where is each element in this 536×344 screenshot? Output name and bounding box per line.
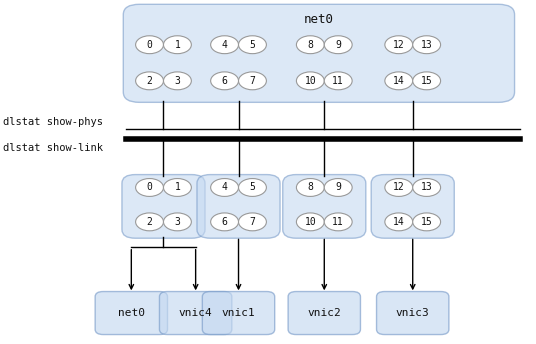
Text: net0: net0 xyxy=(304,13,334,26)
Circle shape xyxy=(385,213,413,231)
Text: 9: 9 xyxy=(336,40,341,50)
Circle shape xyxy=(324,179,352,196)
Text: 1: 1 xyxy=(175,182,180,193)
Text: 5: 5 xyxy=(250,40,255,50)
Circle shape xyxy=(211,179,239,196)
Text: vnic1: vnic1 xyxy=(222,308,255,318)
Circle shape xyxy=(239,36,266,54)
Text: 13: 13 xyxy=(421,40,433,50)
Text: 7: 7 xyxy=(250,217,255,227)
Circle shape xyxy=(296,72,324,90)
Text: vnic3: vnic3 xyxy=(396,308,429,318)
Circle shape xyxy=(163,213,191,231)
FancyBboxPatch shape xyxy=(123,4,515,103)
Circle shape xyxy=(163,36,191,54)
Circle shape xyxy=(296,36,324,54)
Text: 4: 4 xyxy=(222,40,227,50)
Circle shape xyxy=(385,179,413,196)
Text: 0: 0 xyxy=(147,182,152,193)
Text: 3: 3 xyxy=(175,217,180,227)
Text: 14: 14 xyxy=(393,217,405,227)
Text: 2: 2 xyxy=(147,217,152,227)
Text: 2: 2 xyxy=(147,76,152,86)
Circle shape xyxy=(324,213,352,231)
FancyBboxPatch shape xyxy=(376,292,449,334)
Text: 0: 0 xyxy=(147,40,152,50)
Circle shape xyxy=(136,213,163,231)
Circle shape xyxy=(239,179,266,196)
Text: 8: 8 xyxy=(308,40,313,50)
Text: 1: 1 xyxy=(175,40,180,50)
Circle shape xyxy=(324,72,352,90)
Circle shape xyxy=(413,36,441,54)
Circle shape xyxy=(136,36,163,54)
Text: net0: net0 xyxy=(118,308,145,318)
Text: 15: 15 xyxy=(421,76,433,86)
Text: 8: 8 xyxy=(308,182,313,193)
Circle shape xyxy=(413,213,441,231)
Text: 12: 12 xyxy=(393,40,405,50)
Circle shape xyxy=(239,72,266,90)
Text: dlstat show-phys: dlstat show-phys xyxy=(3,117,103,127)
Text: 5: 5 xyxy=(250,182,255,193)
Text: 14: 14 xyxy=(393,76,405,86)
FancyBboxPatch shape xyxy=(203,292,274,334)
Circle shape xyxy=(385,36,413,54)
FancyBboxPatch shape xyxy=(122,175,205,238)
Text: vnic2: vnic2 xyxy=(308,308,341,318)
Circle shape xyxy=(324,36,352,54)
Circle shape xyxy=(413,72,441,90)
Circle shape xyxy=(296,179,324,196)
Text: 9: 9 xyxy=(336,182,341,193)
Circle shape xyxy=(211,213,239,231)
Circle shape xyxy=(163,179,191,196)
Circle shape xyxy=(163,72,191,90)
FancyBboxPatch shape xyxy=(371,175,454,238)
Text: 11: 11 xyxy=(332,76,344,86)
Circle shape xyxy=(413,179,441,196)
Circle shape xyxy=(296,213,324,231)
FancyBboxPatch shape xyxy=(95,292,167,334)
Text: 10: 10 xyxy=(304,217,316,227)
FancyBboxPatch shape xyxy=(197,175,280,238)
Circle shape xyxy=(136,179,163,196)
FancyBboxPatch shape xyxy=(159,292,232,334)
FancyBboxPatch shape xyxy=(288,292,360,334)
Text: vnic4: vnic4 xyxy=(179,308,212,318)
Circle shape xyxy=(385,72,413,90)
Text: 4: 4 xyxy=(222,182,227,193)
Text: 13: 13 xyxy=(421,182,433,193)
Text: 12: 12 xyxy=(393,182,405,193)
Circle shape xyxy=(211,36,239,54)
Text: 6: 6 xyxy=(222,217,227,227)
Circle shape xyxy=(211,72,239,90)
Text: 10: 10 xyxy=(304,76,316,86)
Text: dlstat show-link: dlstat show-link xyxy=(3,143,103,153)
Text: 15: 15 xyxy=(421,217,433,227)
Text: 3: 3 xyxy=(175,76,180,86)
Text: 6: 6 xyxy=(222,76,227,86)
Text: 7: 7 xyxy=(250,76,255,86)
Circle shape xyxy=(136,72,163,90)
Text: 11: 11 xyxy=(332,217,344,227)
FancyBboxPatch shape xyxy=(283,175,366,238)
Circle shape xyxy=(239,213,266,231)
